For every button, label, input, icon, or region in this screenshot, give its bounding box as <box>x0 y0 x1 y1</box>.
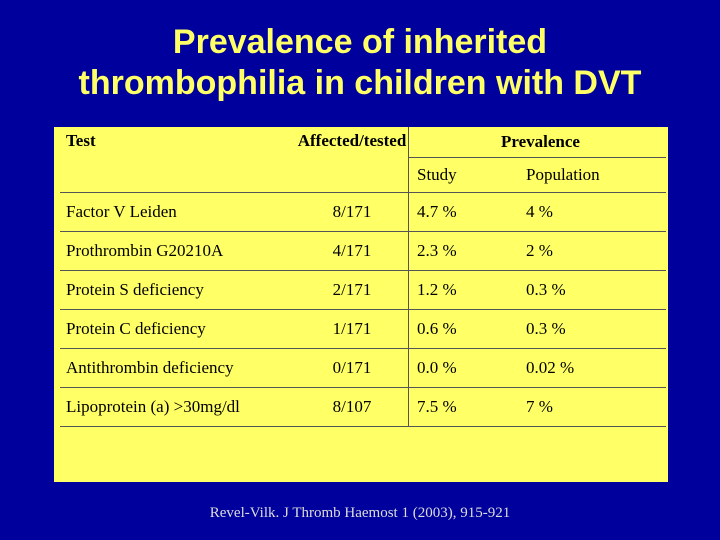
cell-population: 4 % <box>520 192 666 232</box>
cell-population: 7 % <box>520 387 666 427</box>
cell-study: 0.0 % <box>408 348 520 388</box>
cell-test: Prothrombin G20210A <box>60 231 296 271</box>
cell-test: Antithrombin deficiency <box>60 348 296 388</box>
cell-affected: 0/171 <box>296 348 409 388</box>
header-study: Study <box>408 157 520 193</box>
cell-test: Protein C deficiency <box>60 309 296 349</box>
header-affected: Affected/tested <box>296 127 409 193</box>
table-row: Lipoprotein (a) >30mg/dl 8/107 7.5 % 7 % <box>60 387 666 427</box>
title-line-1: Prevalence of inherited <box>172 23 548 61</box>
citation: Revel-Vilk. J Thromb Haemost 1 (2003), 9… <box>209 505 511 521</box>
table-subheader-row: Study Population <box>60 157 666 193</box>
table-body: Factor V Leiden 8/171 4.7 % 4 % Prothrombin … <box>60 192 666 427</box>
cell-study: 2.3 % <box>408 231 520 271</box>
cell-study: 1.2 % <box>408 270 520 310</box>
table-row: Factor V Leiden 8/171 4.7 % 4 % <box>60 192 666 232</box>
cell-population: 0.3 % <box>520 309 666 349</box>
table-row: Protein S deficiency 2/171 1.2 % 0.3 % <box>60 270 666 310</box>
table-row: Protein C deficiency 1/171 0.6 % 0.3 % <box>60 309 666 349</box>
slide-title: Prevalence of inherited thrombophilia in… <box>0 22 720 104</box>
header-test: Test <box>60 127 296 193</box>
header-prevalence: Prevalence <box>408 127 666 158</box>
cell-test: Protein S deficiency <box>60 270 296 310</box>
cell-affected: 1/171 <box>296 309 409 349</box>
cell-affected: 8/171 <box>296 192 409 232</box>
cell-study: 7.5 % <box>408 387 520 427</box>
prevalence-table: Test Affected/tested Prevalence Study Po… <box>60 127 666 427</box>
table-header-row: Test Affected/tested Prevalence <box>60 127 666 193</box>
cell-affected: 4/171 <box>296 231 409 271</box>
table-panel: Test Affected/tested Prevalence Study Po… <box>54 127 668 482</box>
cell-study: 4.7 % <box>408 192 520 232</box>
cell-population: 2 % <box>520 231 666 271</box>
header-population: Population <box>520 157 666 193</box>
cell-test: Factor V Leiden <box>60 192 296 232</box>
title-line-2: thrombophilia in children with DVT <box>78 64 642 102</box>
table-row: Prothrombin G20210A 4/171 2.3 % 2 % <box>60 231 666 271</box>
cell-population: 0.02 % <box>520 348 666 388</box>
cell-affected: 8/107 <box>296 387 409 427</box>
table-row: Antithrombin deficiency 0/171 0.0 % 0.02 % <box>60 348 666 388</box>
cell-population: 0.3 % <box>520 270 666 310</box>
cell-affected: 2/171 <box>296 270 409 310</box>
cell-study: 0.6 % <box>408 309 520 349</box>
cell-test: Lipoprotein (a) >30mg/dl <box>60 387 296 427</box>
